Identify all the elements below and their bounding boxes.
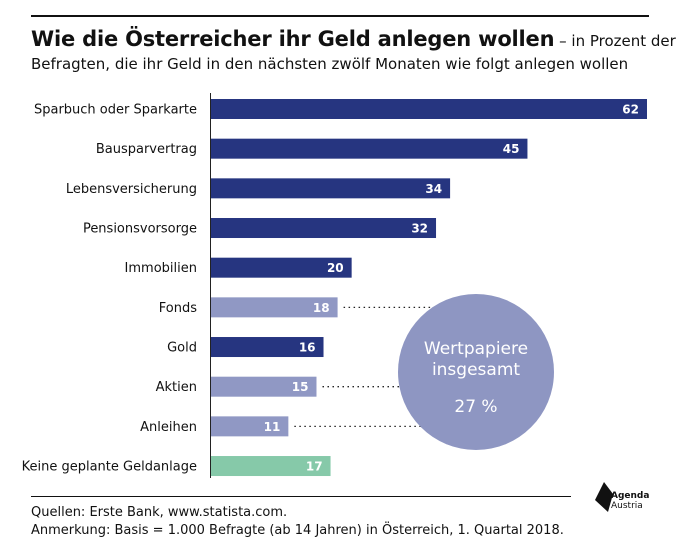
top-rule [31, 15, 649, 17]
note-text: Anmerkung: Basis = 1.000 Befragte (ab 14… [31, 523, 564, 538]
bar [211, 138, 528, 159]
title-main: Wie die Österreicher ihr Geld anlegen wo… [31, 27, 555, 51]
category-label: Anleihen [140, 420, 197, 435]
source-text: Quellen: Erste Bank, www.statista.com. [31, 505, 288, 520]
value-label: 15 [292, 380, 309, 394]
value-label: 11 [264, 420, 281, 434]
logo-text: Agenda Austria [611, 491, 649, 511]
bar [211, 257, 352, 278]
source-notes: Quellen: Erste Bank, www.statista.com. A… [31, 504, 564, 540]
value-label: 18 [313, 301, 330, 315]
value-label: 16 [299, 341, 316, 355]
agenda-austria-logo: Agenda Austria [594, 480, 664, 520]
bar [211, 178, 451, 199]
logo-line1: Agenda [611, 491, 650, 501]
bar [211, 218, 437, 239]
callout-bubble [398, 294, 554, 450]
callout-line1: Wertpapiere [424, 339, 528, 359]
category-label: Bausparvertrag [96, 142, 197, 157]
chart-title: Wie die Österreicher ihr Geld anlegen wo… [31, 27, 676, 51]
value-label: 17 [306, 460, 323, 474]
category-label: Keine geplante Geldanlage [22, 460, 197, 475]
callout-value: 27 % [454, 397, 497, 417]
chart-subtitle: Befragten, die ihr Geld in den nächsten … [31, 55, 629, 73]
category-label: Fonds [159, 301, 197, 316]
bar [211, 416, 289, 437]
category-label: Gold [167, 341, 197, 356]
logo-line2: Austria [611, 501, 643, 511]
value-label: 62 [622, 103, 639, 117]
callout-line2: insgesamt [432, 360, 520, 380]
value-label: 34 [425, 182, 442, 196]
bar [211, 337, 324, 358]
logo-icon [595, 482, 613, 512]
category-label: Pensionsvorsorge [83, 222, 197, 237]
bar [211, 297, 338, 318]
category-label: Immobilien [125, 261, 197, 276]
category-label: Lebensversicherung [66, 182, 197, 197]
title-suffix: – in Prozent der [554, 32, 676, 50]
bottom-rule [31, 496, 571, 497]
bar [211, 99, 647, 119]
category-label: Sparbuch oder Sparkarte [34, 103, 197, 118]
bar [211, 376, 317, 397]
value-label: 45 [503, 142, 520, 156]
value-label: 32 [411, 222, 428, 236]
bar [211, 456, 331, 477]
category-label: Aktien [156, 380, 197, 395]
value-label: 20 [327, 261, 344, 275]
